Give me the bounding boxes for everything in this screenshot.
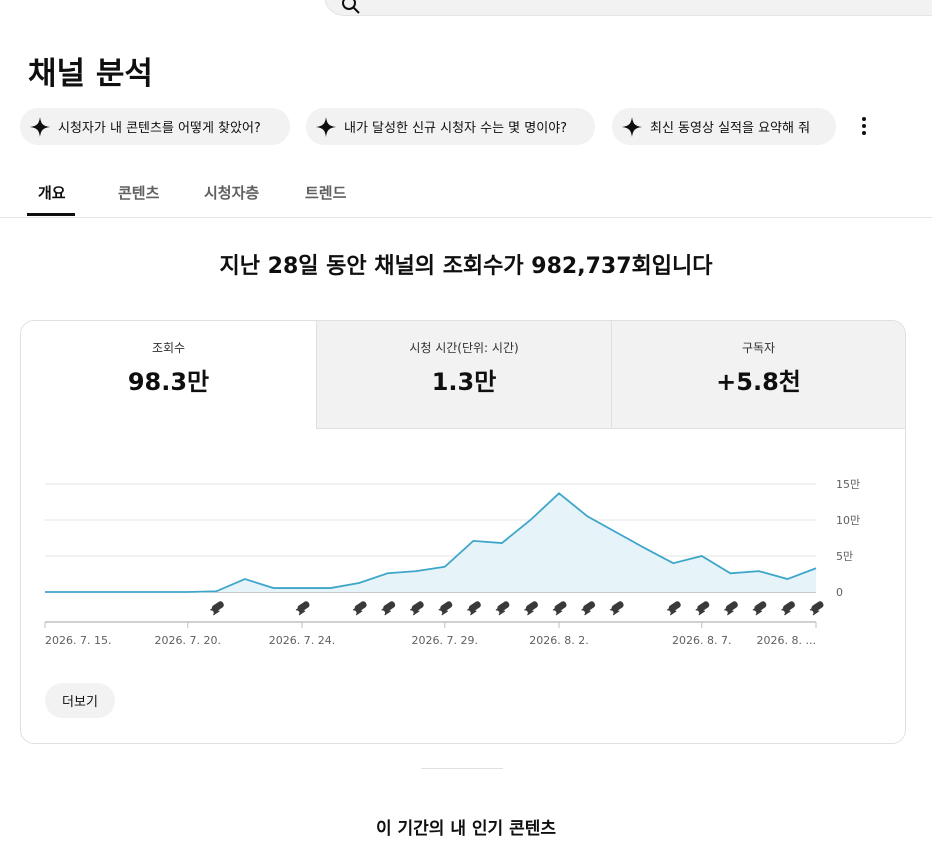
upload-marker — [581, 601, 595, 616]
y-tick-label: 5만 — [836, 550, 853, 563]
x-tick-label: 2026. 8. ... — [757, 634, 816, 647]
x-tick-label: 2026. 7. 24. — [269, 634, 335, 647]
y-tick-label: 10만 — [836, 514, 860, 527]
upload-marker — [552, 601, 567, 616]
chip-label: 최신 동영상 실적을 요약해 줘 — [650, 121, 811, 136]
more-button[interactable]: 더보기 — [45, 683, 115, 718]
page-title: 채널 분석 — [28, 56, 153, 92]
metric-value: 98.3만 — [127, 368, 210, 396]
x-tick-label: 2026. 7. 15. — [45, 634, 111, 647]
upload-marker — [495, 601, 510, 616]
summary: 지난 28일 동안 채널의 조회수가 982,737회입니다 — [219, 254, 713, 279]
upload-marker — [781, 601, 795, 616]
suggestion-chip[interactable]: 최신 동영상 실적을 요약해 줘 — [612, 108, 836, 145]
upload-marker — [695, 601, 710, 616]
sparkle-icon — [316, 116, 336, 137]
y-tick-label: 0 — [836, 586, 843, 599]
y-tick-label: 15만 — [836, 478, 860, 491]
metric-label: 시청 시간(단위: 시간) — [409, 341, 519, 355]
tab[interactable]: 콘텐츠 — [118, 184, 160, 202]
upload-marker — [524, 601, 538, 616]
tab[interactable]: 트렌드 — [305, 184, 347, 202]
upload-marker — [409, 601, 424, 616]
suggestion-chip[interactable]: 시청자가 내 콘텐츠를 어떻게 찾았어? — [20, 108, 290, 145]
sparkle-icon — [30, 116, 50, 137]
metric-tab[interactable]: 조회수 98.3만 — [21, 321, 316, 429]
tab-indicator — [27, 213, 75, 216]
search-icon — [342, 0, 360, 14]
metric-tab[interactable]: 구독자 +5.8천 — [611, 321, 905, 429]
x-tick-label: 2026. 7. 29. — [412, 634, 478, 647]
upload-marker — [467, 601, 481, 616]
tab[interactable]: 시청자층 — [204, 184, 260, 202]
chip-label: 내가 달성한 신규 시청자 수는 몇 명이야? — [344, 121, 568, 136]
suggestion-chip[interactable]: 내가 달성한 신규 시청자 수는 몇 명이야? — [306, 108, 595, 145]
analytics-card: 조회수 98.3만 시청 시간(단위: 시간) 1.3만 구독자 +5.8천 더보기 — [20, 320, 906, 744]
x-tick-label: 2026. 7. 20. — [155, 634, 221, 647]
upload-marker — [381, 601, 396, 616]
x-tick-label: 2026. 8. 7. — [672, 634, 731, 647]
chart: 0 5만 10만 15만 2026. 7. 15. 2026. 7. 20. 2026. 7… — [44, 478, 860, 647]
upload-marker — [752, 601, 767, 616]
metric-tab[interactable]: 시청 시간(단위: 시간) 1.3만 — [316, 321, 611, 429]
metric-label: 구독자 — [741, 341, 776, 355]
chip-label: 시청자가 내 콘텐츠를 어떻게 찾았어? — [58, 121, 261, 136]
metric-value: 1.3만 — [431, 368, 497, 396]
tab[interactable]: 개요 — [38, 184, 66, 202]
divider — [0, 217, 932, 218]
sparkle-icon — [622, 116, 642, 137]
upload-marker — [609, 601, 624, 616]
upload-marker — [666, 601, 681, 616]
upload-marker — [724, 601, 738, 616]
more-menu[interactable] — [856, 116, 872, 136]
upload-marker — [438, 601, 453, 616]
metric-label: 조회수 — [151, 341, 186, 355]
area — [45, 493, 816, 592]
line — [45, 492, 817, 593]
upload-marker — [809, 601, 824, 616]
upload-marker — [352, 601, 367, 616]
x-tick-label: 2026. 8. 2. — [529, 634, 588, 647]
metric-value: +5.8천 — [716, 368, 801, 396]
section-title: 이 기간의 내 인기 콘텐츠 — [375, 819, 557, 839]
upload-marker — [210, 601, 224, 616]
divider — [421, 768, 503, 769]
upload-marker — [295, 601, 310, 616]
